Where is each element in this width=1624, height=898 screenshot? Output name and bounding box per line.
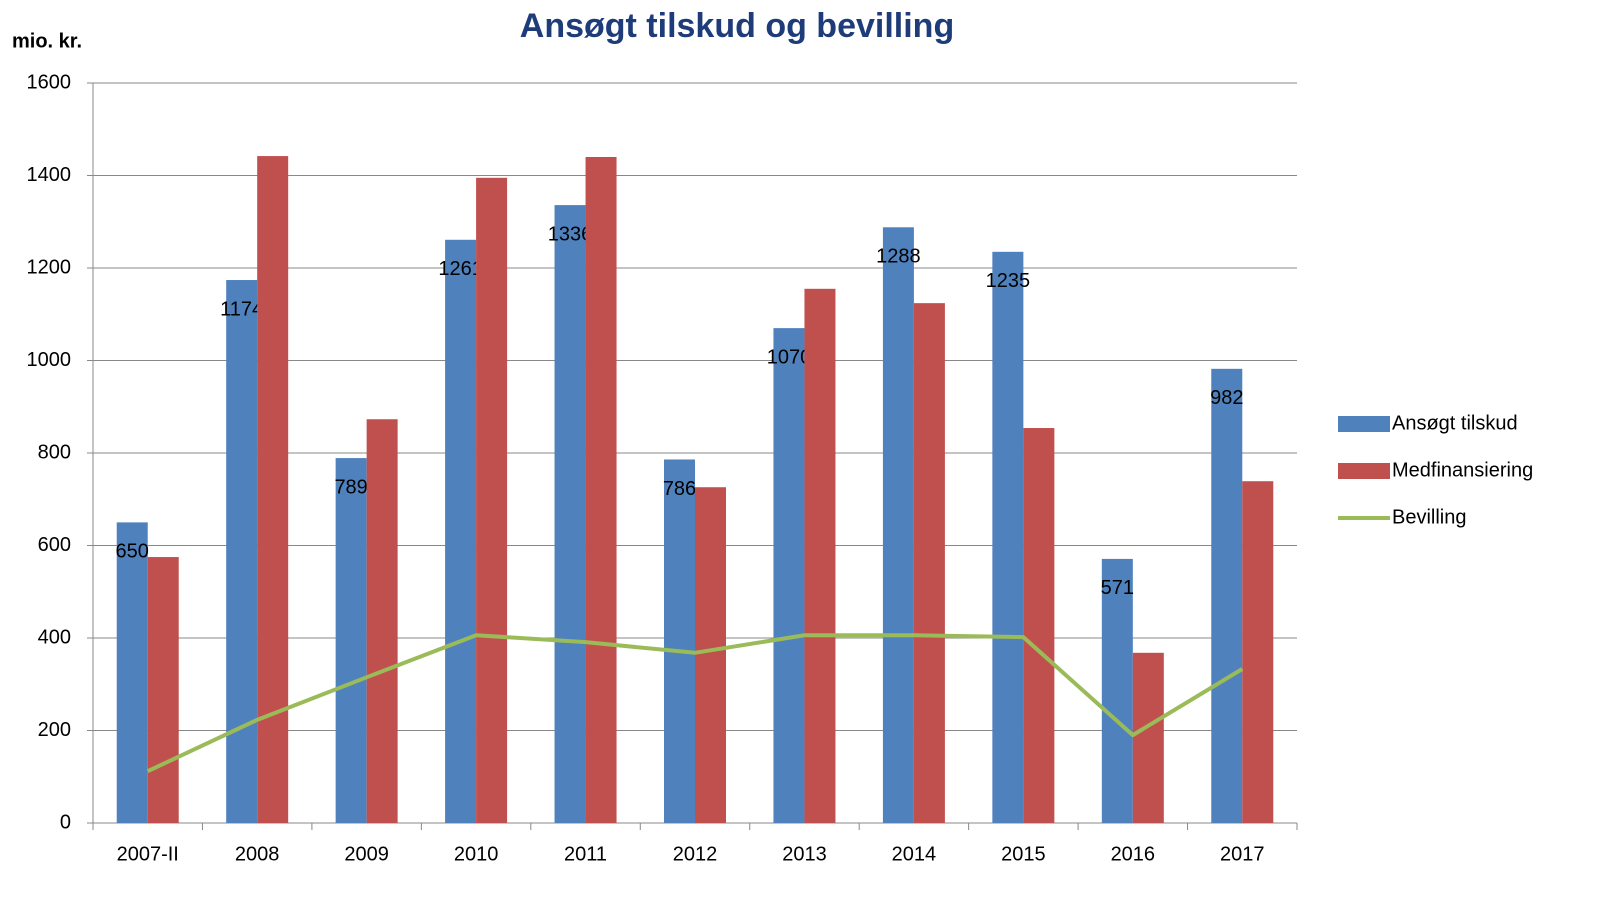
bar <box>257 156 289 823</box>
x-tick-label: 2010 <box>454 843 499 865</box>
bar <box>476 177 508 823</box>
bar <box>147 557 179 823</box>
data-label: 982 <box>1210 387 1243 409</box>
x-tick-label: 2014 <box>892 843 937 865</box>
bar <box>1242 481 1274 823</box>
data-label: 789 <box>334 476 367 498</box>
x-tick-label: 2017 <box>1220 843 1265 865</box>
y-axis-label: mio. kr. <box>12 30 82 52</box>
legend-label: Ansøgt tilskud <box>1392 412 1518 434</box>
data-label: 571 <box>1101 577 1134 599</box>
x-tick-label: 2016 <box>1111 843 1156 865</box>
bar <box>882 227 914 824</box>
y-tick-label: 0 <box>60 811 71 833</box>
x-tick-label: 2015 <box>1001 843 1046 865</box>
y-tick-label: 600 <box>38 534 71 556</box>
y-tick-label: 1400 <box>27 164 72 186</box>
y-tick-label: 1000 <box>27 349 72 371</box>
data-label: 1336 <box>548 223 593 245</box>
x-tick-label: 2012 <box>673 843 718 865</box>
data-label: 1235 <box>986 270 1031 292</box>
bar <box>992 251 1024 823</box>
chart-title: Ansøgt tilskud og bevilling <box>520 7 954 45</box>
bar <box>1101 558 1133 823</box>
y-tick-label: 1600 <box>27 71 72 93</box>
line <box>146 633 1244 774</box>
x-tick-label: 2013 <box>782 843 827 865</box>
y-tick-label: 400 <box>38 626 71 648</box>
bar <box>445 239 477 824</box>
bar <box>554 205 586 824</box>
legend-label: Medfinansiering <box>1392 459 1533 481</box>
bar <box>226 280 258 823</box>
x-tick-label: 2008 <box>235 843 280 865</box>
data-label: 1070 <box>767 346 812 368</box>
y-tick-label: 1200 <box>27 256 72 278</box>
legend-label: Bevilling <box>1392 506 1466 528</box>
bar <box>335 458 367 823</box>
bar <box>913 303 945 823</box>
bar <box>366 419 398 823</box>
y-tick-label: 200 <box>38 719 71 741</box>
data-label: 650 <box>116 541 149 563</box>
bar <box>804 288 836 823</box>
bar <box>1211 368 1243 823</box>
data-label: 1261 <box>438 258 483 280</box>
y-tick-label: 800 <box>38 441 71 463</box>
bar <box>695 487 726 823</box>
bar <box>116 522 148 823</box>
data-label: 1174 <box>220 298 263 320</box>
bar <box>1132 652 1164 823</box>
bar <box>585 157 617 823</box>
bar <box>664 459 695 823</box>
legend-swatch <box>1338 416 1390 432</box>
data-label: 1288 <box>876 246 921 268</box>
x-tick-label: 2007-II <box>117 843 179 865</box>
bar <box>1023 428 1055 823</box>
x-tick-label: 2011 <box>564 843 607 865</box>
x-tick-label: 2009 <box>344 843 389 865</box>
bar <box>773 328 805 823</box>
legend-swatch <box>1338 463 1390 479</box>
data-label: 786 <box>663 478 696 500</box>
